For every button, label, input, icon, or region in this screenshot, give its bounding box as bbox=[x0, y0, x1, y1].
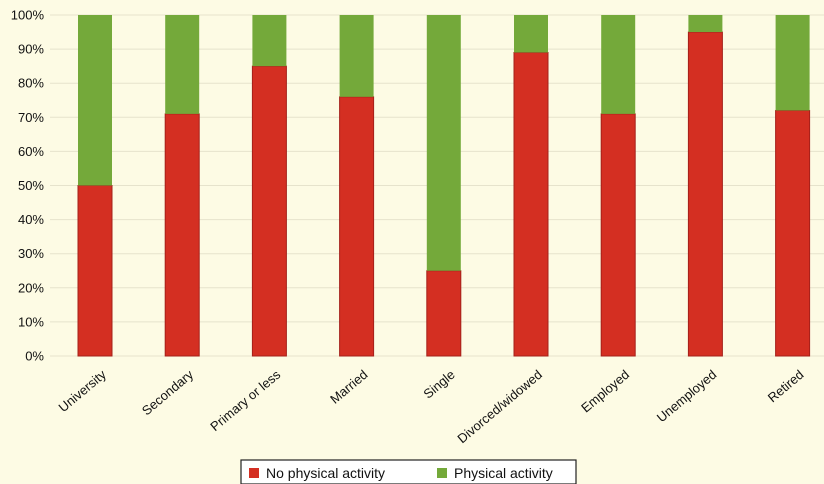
legend-swatch-no-physical-activity bbox=[249, 468, 259, 478]
bar-no-physical-activity-married bbox=[339, 96, 375, 357]
bar-no-physical-activity-employed bbox=[600, 113, 636, 357]
y-tick-label: 20% bbox=[18, 280, 44, 295]
y-tick-label: 90% bbox=[18, 42, 44, 57]
y-tick-label: 80% bbox=[18, 76, 44, 91]
y-tick-label: 10% bbox=[18, 314, 44, 329]
bars bbox=[77, 15, 811, 357]
bar-physical-activity-employed bbox=[601, 15, 636, 114]
legend: No physical activity Physical activity bbox=[240, 459, 577, 484]
y-tick-label: 100% bbox=[11, 8, 45, 23]
legend-frame bbox=[240, 459, 577, 484]
legend-swatch-physical-activity bbox=[437, 468, 447, 478]
bar-physical-activity-primary-or-less bbox=[252, 15, 287, 67]
y-tick-label: 70% bbox=[18, 110, 44, 125]
bar-physical-activity-unemployed bbox=[688, 15, 723, 33]
legend-label-no-physical-activity: No physical activity bbox=[266, 465, 385, 481]
bar-no-physical-activity-divorced-widowed bbox=[513, 52, 549, 357]
bar-no-physical-activity-university bbox=[77, 185, 113, 357]
y-tick-label: 40% bbox=[18, 212, 44, 227]
bar-physical-activity-divorced-widowed bbox=[514, 15, 548, 53]
bar-no-physical-activity-unemployed bbox=[687, 31, 723, 357]
bar-physical-activity-married bbox=[339, 15, 374, 97]
bar-physical-activity-retired bbox=[775, 15, 810, 111]
y-tick-label: 0% bbox=[25, 349, 44, 364]
bar-physical-activity-secondary bbox=[165, 15, 200, 114]
bar-no-physical-activity-retired bbox=[775, 109, 811, 357]
y-tick-label: 50% bbox=[18, 178, 44, 193]
y-tick-label: 60% bbox=[18, 144, 44, 159]
bar-physical-activity-single bbox=[426, 15, 461, 271]
bar-no-physical-activity-single bbox=[426, 270, 462, 357]
legend-label-physical-activity: Physical activity bbox=[454, 465, 553, 481]
bar-no-physical-activity-secondary bbox=[164, 113, 200, 357]
y-tick-label: 30% bbox=[18, 246, 44, 261]
y-axis: 0% 10% 20% 30% 40% 50% 60% 70% 80% 90% 100% bbox=[11, 8, 45, 364]
bar-no-physical-activity-primary-or-less bbox=[251, 65, 287, 357]
bar-physical-activity-university bbox=[78, 15, 112, 186]
